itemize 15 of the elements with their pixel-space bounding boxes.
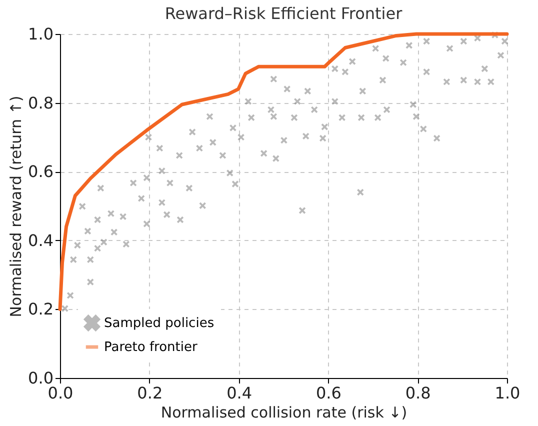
x-axis-title: Normalised collision rate (risk ↓) <box>160 404 408 422</box>
chart-title: Reward–Risk Efficient Frontier <box>164 4 403 23</box>
x-tick-label: 0.8 <box>405 384 431 402</box>
x-tick-label: 1.0 <box>494 384 520 402</box>
y-axis-title: Normalised reward (return ↑) <box>7 96 26 318</box>
x-tick-label: 0.4 <box>226 384 252 402</box>
x-tick-label: 0.2 <box>137 384 163 402</box>
y-tick-label: 0.4 <box>28 230 54 250</box>
y-tick-label: 0.8 <box>28 93 54 112</box>
x-tick-label: 0.6 <box>316 384 342 402</box>
y-tick-label: 0.2 <box>28 300 54 319</box>
y-tick-label: 1.0 <box>28 24 54 44</box>
y-tick-label: 0.6 <box>28 162 54 182</box>
legend-label: Pareto frontier <box>104 340 198 355</box>
legend-label: Sampled policies <box>104 316 214 331</box>
